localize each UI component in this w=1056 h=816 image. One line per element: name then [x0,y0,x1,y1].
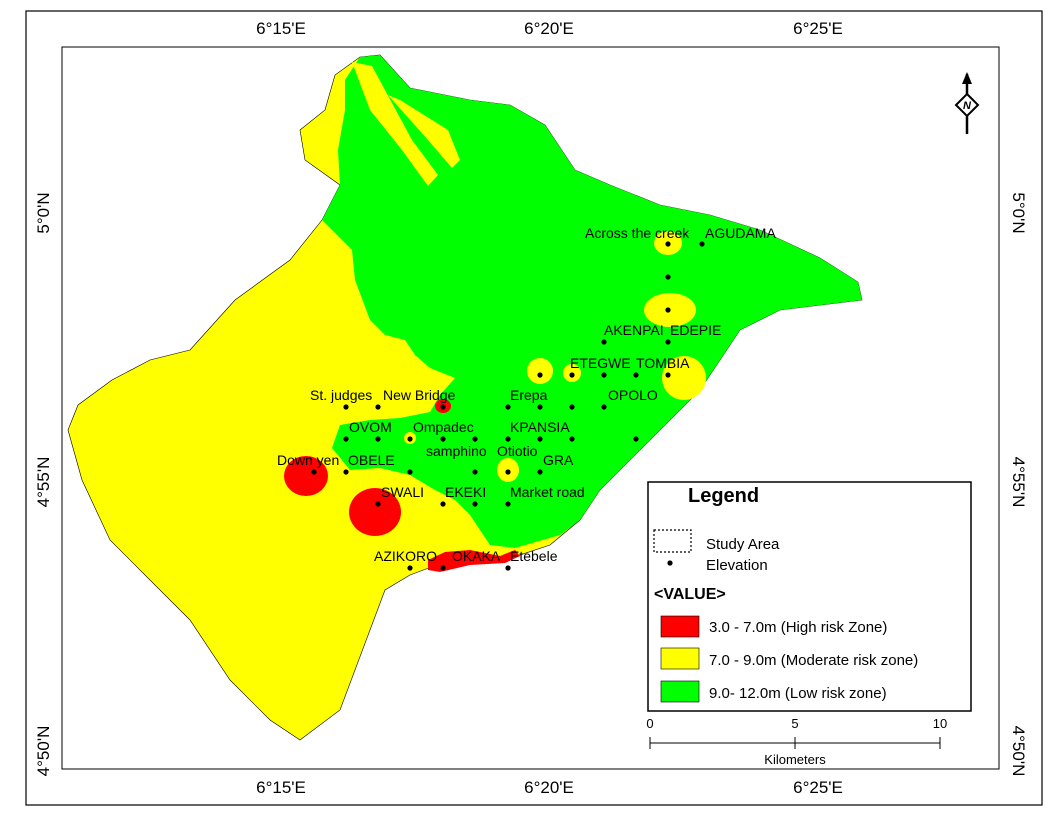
latitude-label: 5°0'N [1009,192,1028,233]
moderate-pocket-etegwe [527,358,553,384]
place-label: AZIKORO [374,548,437,564]
place-label: St. judges [310,387,372,403]
place-label: ETEGWE [570,355,631,371]
legend-title: Legend [688,485,759,507]
latitude-label: 4°55'N [1009,457,1028,508]
place-label: Across the creek [585,225,690,241]
high-risk-swatch [660,615,700,638]
scale-bar: 0 5 10 Kilometers [646,716,947,767]
place-labels: Across the creek AGUDAMA AKENPAI EDEPIE … [277,225,776,564]
study-area-label: Study Area [706,536,780,553]
value-header: <VALUE> [654,586,726,603]
moderate-risk-label: 7.0 - 9.0m (Moderate risk zone) [709,652,918,669]
low-risk-label: 9.0- 12.0m (Low risk zone) [709,685,887,702]
high-risk-label: 3.0 - 7.0m (High risk Zone) [709,619,887,636]
longitude-label: 6°25'E [793,778,843,797]
place-label: OPOLO [608,387,658,403]
north-arrow-letter: N [963,100,972,112]
place-label: New Bridge [383,387,456,403]
moderate-streak-west [352,62,438,186]
longitude-label: 6°20'E [524,778,574,797]
north-arrow-icon: N [954,72,980,134]
high-risk-swali [349,488,401,536]
latitude-label: 4°55'N [34,457,53,508]
place-label: SWALI [381,484,424,500]
scale-tick-label: 10 [933,716,947,731]
right-axis-labels: 5°0'N 4°55'N 4°50'N [1009,192,1028,776]
place-label: AGUDAMA [705,225,776,241]
place-label: Down yen [277,452,339,468]
place-label: Erepa [510,387,548,403]
longitude-label: 6°20'E [524,19,574,38]
top-axis-labels: 6°15'E 6°20'E 6°25'E [256,19,843,38]
place-label: AKENPAI [604,322,664,338]
moderate-streak-east [388,95,460,168]
scale-tick-label: 5 [791,716,798,731]
longitude-label: 6°15'E [256,19,306,38]
place-label: Etebele [510,548,558,564]
place-label: Market road [510,484,585,500]
longitude-label: 6°15'E [256,778,306,797]
low-risk-zone [322,55,862,548]
place-label: Otiotio [497,443,538,459]
latitude-label: 4°50'N [1009,726,1028,777]
moderate-risk-swatch [660,647,700,670]
legend: Legend Study Area Elevation <VALUE> 3.0 … [647,481,972,712]
place-label: KPANSIA [510,419,570,435]
study-area-swatch [653,529,692,553]
low-risk-swatch [660,680,700,703]
place-label: samphino [426,443,487,459]
elevation-label: Elevation [706,557,768,574]
place-label: OVOM [349,419,392,435]
place-label: TOMBIA [636,355,690,371]
place-label: EDEPIE [670,322,721,338]
high-risk-okaka [428,550,520,572]
elevation-points [311,241,705,571]
place-label: EKEKI [445,484,486,500]
scale-unit-label: Kilometers [764,752,826,767]
bottom-axis-labels: 6°15'E 6°20'E 6°25'E [256,778,843,797]
left-axis-labels: 5°0'N 4°55'N 4°50'N [34,192,53,776]
place-label: OBELE [348,452,395,468]
moderate-pocket-tombia [662,356,706,400]
scale-tick-label: 0 [646,716,653,731]
place-label: Ompadec [413,419,474,435]
elevation-point-swatch [667,560,673,566]
longitude-label: 6°25'E [793,19,843,38]
latitude-label: 4°50'N [34,726,53,777]
place-label: OKAKA [452,548,501,564]
latitude-label: 5°0'N [34,192,53,233]
high-risk-down-yen [284,456,328,496]
risk-zones [67,54,863,741]
place-label: GRA [543,452,574,468]
